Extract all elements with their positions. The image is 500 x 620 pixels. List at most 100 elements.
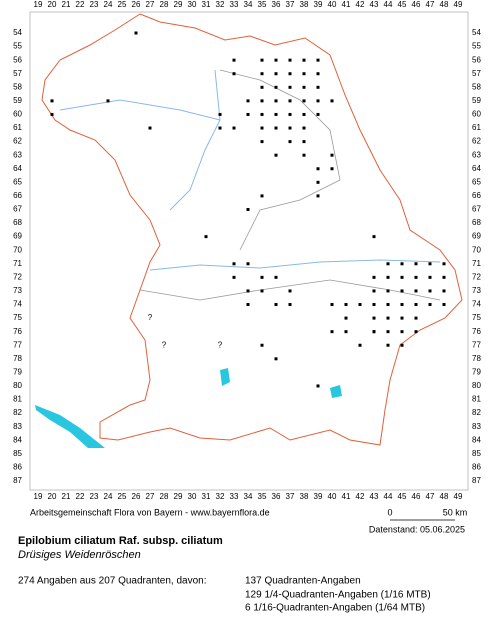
row-label: 68 <box>13 218 22 227</box>
column-label: 25 <box>118 492 127 501</box>
row-label: 75 <box>472 313 481 322</box>
occurrence-dot <box>50 99 54 103</box>
occurrence-dot <box>274 72 278 76</box>
row-label: 69 <box>472 232 481 241</box>
occurrence-dot <box>386 275 390 279</box>
credit: Arbeitsgemeinschaft Flora von Bayern - w… <box>30 507 270 517</box>
occurrence-dot <box>372 303 376 307</box>
stat-line: 129 1/4-Quadranten-Angaben (1/16 MTB) <box>245 590 431 601</box>
column-label: 20 <box>48 492 57 501</box>
lake <box>330 385 342 398</box>
occurrence-dot <box>260 275 264 279</box>
row-label: 82 <box>472 408 481 417</box>
row-label: 70 <box>472 245 481 254</box>
occurrence-dot <box>134 31 138 35</box>
occurrence-dot <box>274 85 278 89</box>
row-label: 56 <box>472 55 481 64</box>
row-label: 71 <box>13 259 22 268</box>
occurrence-dot <box>302 153 306 157</box>
row-label: 74 <box>13 300 22 309</box>
row-label: 55 <box>13 42 22 51</box>
row-label: 65 <box>13 177 22 186</box>
occurrence-dot <box>386 303 390 307</box>
occurrence-dot <box>386 316 390 320</box>
column-label: 49 <box>454 492 463 501</box>
district-border <box>139 279 441 301</box>
column-label: 25 <box>118 0 127 9</box>
occurrence-dot <box>274 303 278 307</box>
column-label: 41 <box>342 492 351 501</box>
row-label: 84 <box>13 435 22 444</box>
column-label: 41 <box>342 0 351 9</box>
occurrence-dot <box>232 58 236 62</box>
row-label: 78 <box>13 354 22 363</box>
occurrence-dot <box>246 303 250 307</box>
column-label: 39 <box>314 0 323 9</box>
occurrence-dot <box>232 262 236 266</box>
row-label: 84 <box>472 435 481 444</box>
occurrence-dot <box>344 330 348 334</box>
row-label: 67 <box>472 205 481 214</box>
occurrence-dot <box>316 180 320 184</box>
occurrence-dot <box>302 72 306 76</box>
occurrence-dot <box>414 275 418 279</box>
row-label: 73 <box>13 286 22 295</box>
uncertain-mark: ? <box>218 340 223 349</box>
occurrence-dot <box>274 58 278 62</box>
column-label: 21 <box>62 492 71 501</box>
row-label: 87 <box>472 476 481 485</box>
occurrence-dot <box>316 194 320 198</box>
occurrence-dot <box>274 153 278 157</box>
column-label: 44 <box>384 492 393 501</box>
occurrence-dot <box>372 330 376 334</box>
occurrence-dot <box>316 384 320 388</box>
column-label: 46 <box>412 492 421 501</box>
row-label: 67 <box>13 205 22 214</box>
river <box>59 99 221 121</box>
occurrence-dot <box>302 126 306 130</box>
row-label: 64 <box>13 164 22 173</box>
row-label: 72 <box>472 272 481 281</box>
occurrence-dot <box>386 330 390 334</box>
row-label: 57 <box>472 69 481 78</box>
column-label: 31 <box>202 0 211 9</box>
row-label: 86 <box>472 463 481 472</box>
column-label: 35 <box>258 492 267 501</box>
occurrence-dot <box>428 303 432 307</box>
row-label: 63 <box>13 150 22 159</box>
column-label: 48 <box>440 0 449 9</box>
river <box>169 69 221 211</box>
occurrence-dot <box>288 126 292 130</box>
occurrence-dot <box>400 262 404 266</box>
row-label: 82 <box>13 408 22 417</box>
column-label: 45 <box>398 0 407 9</box>
column-label: 21 <box>62 0 71 9</box>
occurrence-dot <box>316 72 320 76</box>
row-label: 59 <box>472 96 481 105</box>
occurrence-dot <box>400 303 404 307</box>
occurrence-dot <box>316 99 320 103</box>
column-label: 32 <box>216 0 225 9</box>
row-label: 58 <box>13 82 22 91</box>
occurrence-dot <box>442 303 446 307</box>
occurrence-dot <box>316 112 320 116</box>
occurrence-dot <box>232 275 236 279</box>
occurrence-dot <box>372 275 376 279</box>
occurrence-dot <box>330 153 334 157</box>
occurrence-dot <box>260 58 264 62</box>
column-label: 42 <box>356 0 365 9</box>
row-label: 60 <box>472 110 481 119</box>
row-label: 65 <box>472 177 481 186</box>
row-label: 54 <box>472 28 481 37</box>
column-label: 33 <box>230 492 239 501</box>
occurrence-dot <box>246 289 250 293</box>
row-label: 62 <box>13 137 22 146</box>
occurrence-dot <box>148 126 152 130</box>
occurrence-dot <box>204 235 208 239</box>
row-label: 61 <box>472 123 481 132</box>
column-label: 34 <box>244 492 253 501</box>
column-label: 44 <box>384 0 393 9</box>
occurrence-dot <box>372 289 376 293</box>
occurrence-dot <box>428 262 432 266</box>
